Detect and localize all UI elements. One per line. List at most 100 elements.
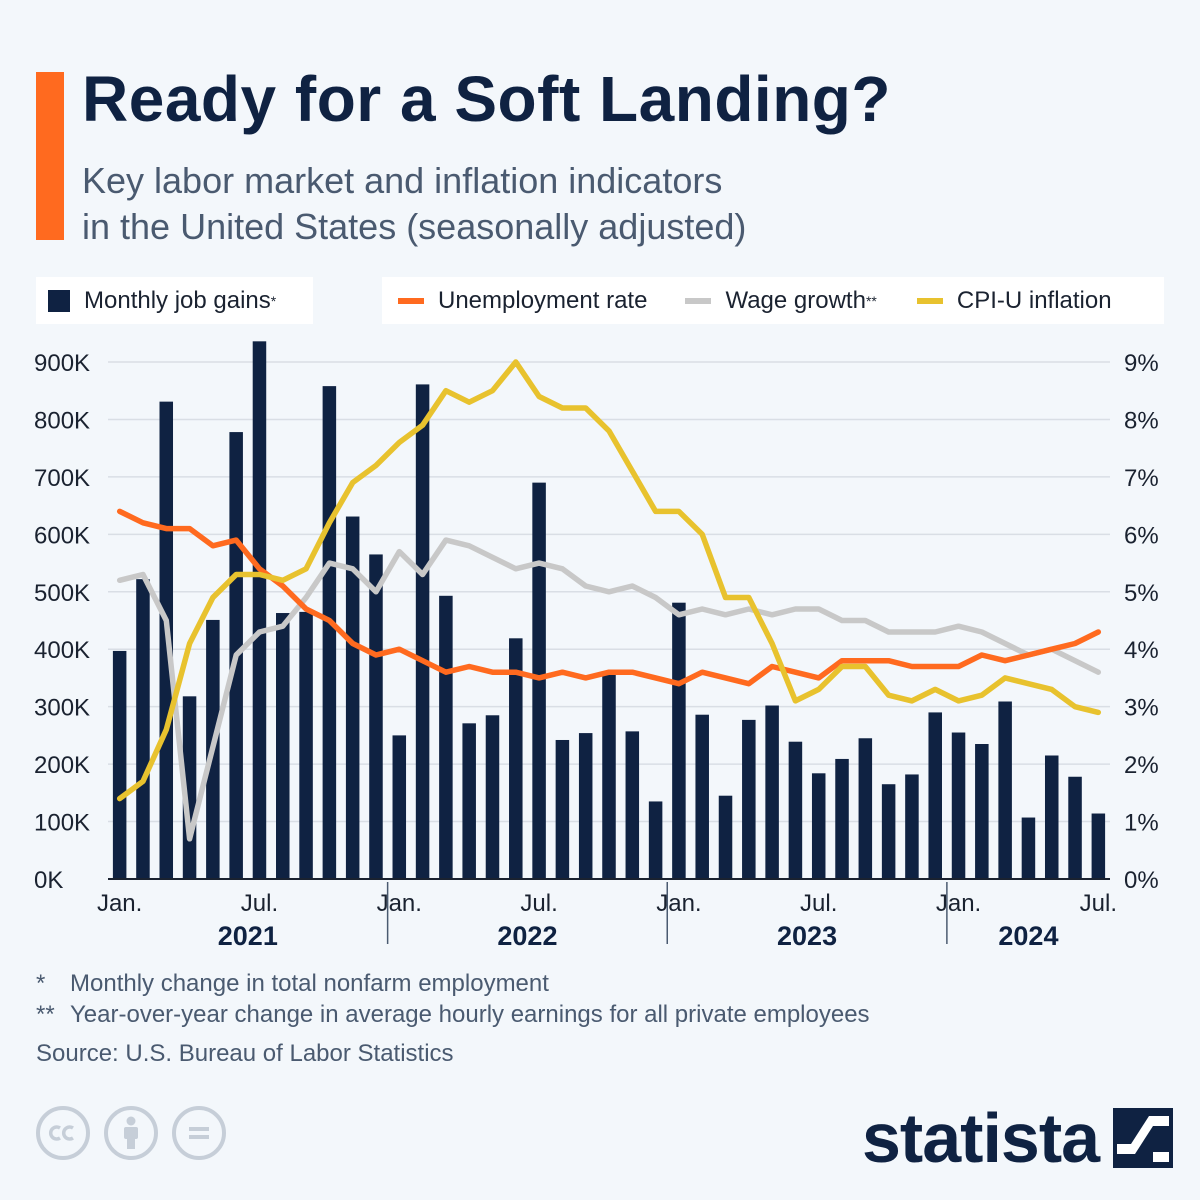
x-year-label: 2021	[218, 921, 278, 951]
line-unemployment-rate	[116, 508, 1102, 687]
y-right-tick-label: 0%	[1124, 867, 1159, 894]
x-tick-label: Jul.	[520, 890, 557, 917]
y-right-tick-label: 9%	[1124, 350, 1159, 377]
legend-item-jobs: Monthly job gains *	[48, 287, 276, 315]
attribution-icon[interactable]	[104, 1106, 158, 1160]
y-left-tick-label: 200K	[34, 752, 90, 779]
legend-lines: Unemployment rate Wage growth ** CPI-U in…	[382, 277, 1164, 324]
legend-item-cpi: CPI-U inflation	[916, 286, 1112, 315]
x-year-label: 2022	[497, 921, 557, 951]
footnote-1: * Monthly change in total nonfarm employ…	[36, 968, 870, 999]
y-left-tick-label: 300K	[34, 695, 90, 722]
y-left-tick-label: 400K	[34, 637, 90, 664]
legend-label-jobs: Monthly job gains	[84, 286, 271, 314]
bar-job-gains	[252, 341, 267, 879]
bar-job-gains	[1044, 755, 1059, 879]
y-left-tick-label: 500K	[34, 580, 90, 607]
footnotes: * Monthly change in total nonfarm employ…	[36, 968, 870, 1069]
x-tick-label: Jan.	[936, 890, 981, 917]
y-right-tick-label: 8%	[1124, 407, 1159, 434]
legend-item-wage: Wage growth **	[685, 286, 877, 315]
y-left-tick-label: 600K	[34, 522, 90, 549]
statista-logo-icon	[1113, 1108, 1174, 1168]
bar-job-gains	[858, 738, 873, 879]
legend-swatch-unemployment	[398, 297, 424, 304]
bar-job-gains	[578, 733, 593, 879]
y-right-tick-label: 2%	[1124, 752, 1159, 779]
x-year-label: 2023	[777, 921, 837, 951]
bar-job-gains	[672, 602, 686, 879]
bar-job-gains	[881, 784, 896, 879]
legend-bars: Monthly job gains *	[36, 277, 313, 324]
y-left-tick-label: 900K	[34, 350, 90, 377]
bar-job-gains	[811, 773, 826, 879]
statista-logo[interactable]: statista	[862, 1098, 1174, 1178]
bar-job-gains	[718, 795, 733, 879]
footnote-1-text: Monthly change in total nonfarm employme…	[70, 970, 549, 997]
y-right-tick-label: 7%	[1124, 465, 1159, 492]
y-left-tick-label: 100K	[34, 810, 90, 837]
source-note: Source: U.S. Bureau of Labor Statistics	[36, 1040, 454, 1067]
brand-name: statista	[862, 1099, 1100, 1177]
bar-job-gains	[975, 744, 989, 879]
y-right-tick-label: 4%	[1124, 637, 1159, 664]
bar-job-gains	[625, 731, 640, 879]
legend-label-wage: Wage growth	[725, 286, 866, 314]
bar-job-gains	[439, 595, 453, 879]
footnote-2-mark: **	[36, 1001, 55, 1028]
bar-job-gains	[276, 613, 290, 879]
cc-icon[interactable]	[36, 1106, 90, 1160]
no-derivatives-icon[interactable]	[172, 1106, 226, 1160]
legend-label-cpi: CPI-U inflation	[956, 286, 1112, 314]
bar-job-gains	[532, 482, 546, 879]
bar-job-gains	[765, 705, 779, 879]
line-wage-growth	[116, 537, 1102, 842]
legend-item-unemployment: Unemployment rate	[398, 287, 647, 315]
bar-job-gains	[788, 741, 803, 879]
y-right-tick-label: 6%	[1124, 522, 1159, 549]
bar-job-gains	[462, 723, 476, 879]
footnote-2-text: Year-over-year change in average hourly …	[70, 1001, 870, 1028]
subtitle-line-1: Key labor market and inflation indicator…	[82, 160, 723, 201]
legend-mark-jobs: *	[270, 292, 277, 309]
y-left-tick-label: 700K	[34, 465, 90, 492]
x-tick-label: Jan.	[377, 890, 422, 917]
x-tick-label: Jul.	[1080, 890, 1117, 917]
y-left-tick-label: 0K	[34, 867, 63, 894]
chart-subtitle: Key labor market and inflation indicator…	[82, 158, 746, 250]
bar-job-gains	[951, 732, 966, 879]
bar-job-gains	[742, 719, 756, 879]
y-right-tick-label: 3%	[1124, 695, 1159, 722]
license-icons	[36, 1106, 226, 1160]
footnote-2: ** Year-over-year change in average hour…	[36, 999, 870, 1030]
bar-job-gains	[928, 712, 942, 879]
line-cpi-inflation	[116, 359, 1102, 802]
bar-job-gains	[648, 801, 663, 879]
bar-job-gains	[322, 386, 337, 879]
x-year-label: 2024	[998, 921, 1058, 951]
y-right-tick-label: 1%	[1124, 810, 1159, 837]
bar-job-gains	[369, 554, 383, 879]
legend-swatch-wage	[685, 297, 712, 304]
x-tick-label: Jul.	[800, 890, 837, 917]
bar-job-gains	[905, 774, 919, 879]
legend-mark-wage: **	[865, 292, 877, 309]
legend-label-unemployment: Unemployment rate	[438, 286, 648, 314]
bar-job-gains	[392, 735, 407, 879]
chart-title: Ready for a Soft Landing?	[82, 63, 891, 135]
x-tick-label: Jul.	[241, 890, 278, 917]
legend-swatch-cpi	[916, 297, 943, 304]
bar-job-gains	[1091, 813, 1106, 879]
bar-job-gains	[555, 739, 570, 879]
bar-job-gains	[1021, 817, 1036, 879]
legend-swatch-jobs	[48, 289, 70, 312]
bar-job-gains	[415, 384, 430, 879]
bar-job-gains	[602, 673, 616, 879]
y-right-tick-label: 5%	[1124, 580, 1159, 607]
bar-job-gains	[112, 650, 127, 879]
chart-plot: 0K 100K 200K 300K 400K 500K 600K 700K 800K 900K 0%…	[34, 341, 1159, 951]
bar-job-gains	[136, 579, 150, 879]
x-tick-label: Jan.	[97, 890, 142, 917]
bar-job-gains	[695, 714, 709, 879]
footnote-1-mark: *	[36, 970, 46, 997]
